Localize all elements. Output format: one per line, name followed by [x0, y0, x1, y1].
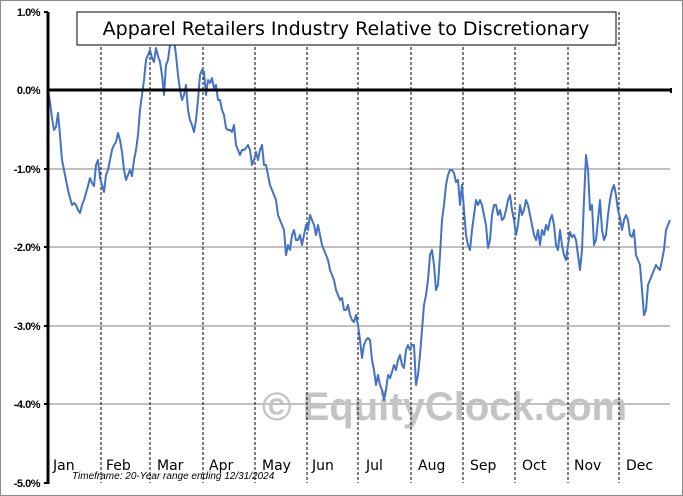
y-tick-label: 1.0% [17, 7, 41, 19]
chart-title: Apparel Retailers Industry Relative to D… [103, 18, 590, 40]
y-tick-label: -2.0% [14, 242, 41, 254]
month-dividers [100, 12, 620, 483]
watermark: © EquityClock.com [262, 385, 627, 429]
horizontal-gridlines [48, 168, 670, 405]
month-label-feb: Feb [106, 458, 131, 474]
y-tick-label: 0.0% [17, 85, 41, 97]
month-labels: Jan Feb Mar Apr May Jun Jul Aug Sep Oct … [52, 458, 653, 474]
month-label-jul: Jul [365, 458, 383, 474]
month-label-sep: Sep [470, 458, 497, 474]
month-label-aug: Aug [418, 458, 445, 474]
month-label-jan: Jan [52, 458, 75, 474]
month-label-nov: Nov [574, 458, 601, 474]
y-tick-label: -3.0% [14, 321, 41, 333]
y-tick-label: -4.0% [14, 399, 41, 411]
timeframe-footnote: Timeframe: 20-Year range ending 12/31/20… [72, 471, 275, 482]
series-line [47, 32, 671, 401]
title-box: Apparel Retailers Industry Relative to D… [76, 11, 617, 46]
y-tick-labels: 1.0% 0.0% -1.0% -2.0% -3.0% -4.0% -5.0% [14, 7, 41, 490]
y-tick-marks [44, 11, 48, 484]
y-tick-label: -5.0% [14, 478, 41, 490]
month-label-mar: Mar [157, 458, 184, 474]
y-tick-label: -1.0% [14, 164, 41, 176]
month-label-jun: Jun [311, 458, 334, 474]
month-label-dec: Dec [626, 458, 653, 474]
month-label-apr: Apr [209, 458, 233, 474]
month-label-may: May [262, 458, 291, 474]
month-label-oct: Oct [522, 458, 547, 474]
